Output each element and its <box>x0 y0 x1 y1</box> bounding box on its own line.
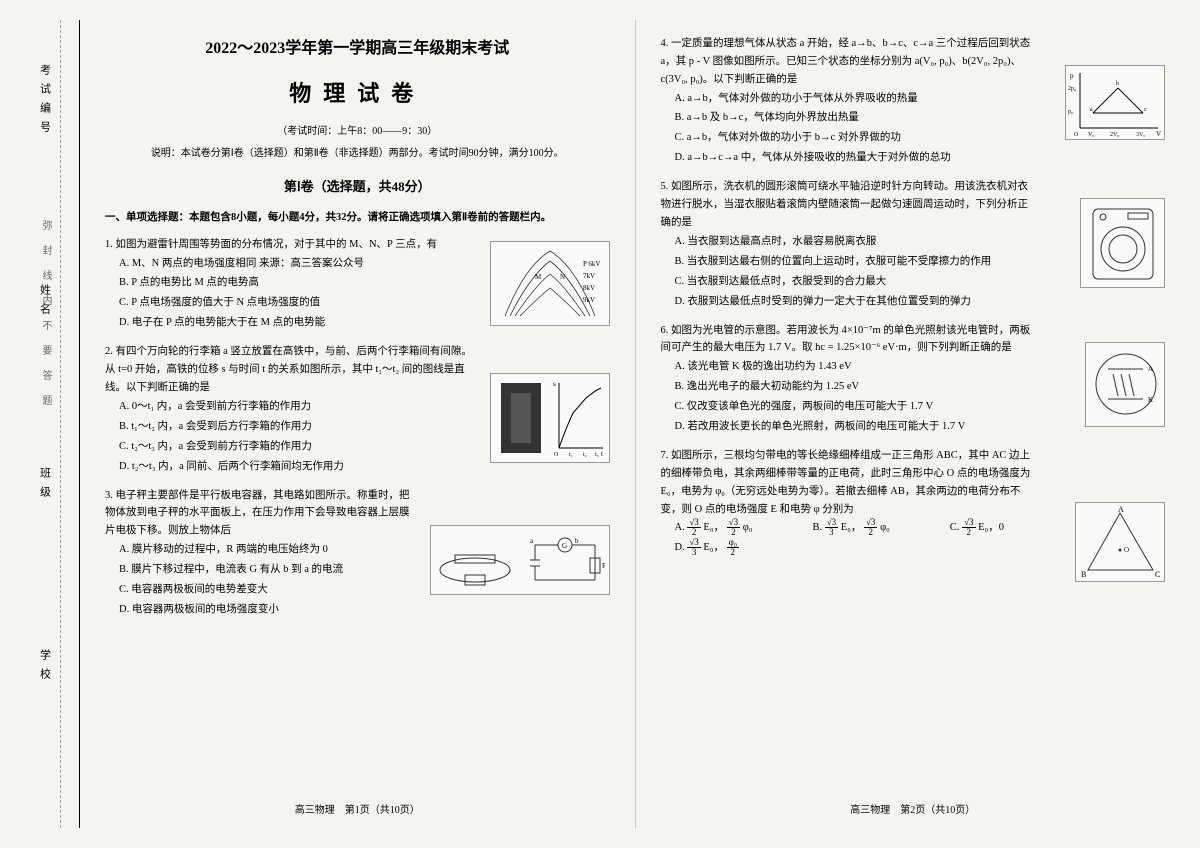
title-subject: 物理试卷 <box>105 74 610 114</box>
svg-text:7kV: 7kV <box>583 272 595 280</box>
svg-text:K: K <box>1148 396 1153 404</box>
svg-text:P 6kV: P 6kV <box>583 260 600 268</box>
binding-edge: 弥封线内不要答题 考试编号 姓名 班级 学校 <box>10 20 80 828</box>
svg-text:t: t <box>601 450 603 458</box>
svg-text:s: s <box>553 380 556 388</box>
question-6: A K 6. 如图为光电管的示意图。若用波长为 4×10⁻⁷m 的单色光照射该光… <box>661 322 1166 437</box>
svg-text:2V₀: 2V₀ <box>1110 132 1119 138</box>
svg-text:N: N <box>560 273 565 281</box>
svg-text:t₁: t₁ <box>569 452 573 458</box>
figure-q5 <box>1080 198 1165 288</box>
svg-text:a: a <box>1090 107 1093 113</box>
svg-text:A: A <box>1118 505 1124 514</box>
svg-text:O: O <box>1124 546 1129 554</box>
page-2: p V p₀ 2p₀ a b c O V₀ 2V₀ 3V₀ 4. 一定质量的理想… <box>636 20 1191 828</box>
svg-text:V: V <box>1156 130 1161 138</box>
svg-text:9kV: 9kV <box>583 296 595 304</box>
washing-machine-icon <box>1083 201 1163 286</box>
photocell: A K <box>1088 344 1163 424</box>
svg-text:p₀: p₀ <box>1068 109 1073 115</box>
q7-opt-b: B. √33 E₀， √32 φ₀ <box>812 518 889 538</box>
question-5: 5. 如图所示，洗衣机的圆形滚筒可绕水平轴沿逆时针方向转动。用该洗衣机对衣物进行… <box>661 178 1166 311</box>
section-1-desc: 一、单项选择题：本题包含8小题，每小题4分，共32分。请将正确选项填入第Ⅱ卷前的… <box>105 209 610 228</box>
field-class: 班级 <box>37 467 53 505</box>
figure-q2: s t O t₁ t₂ t₃ <box>490 373 610 463</box>
svg-text:2p₀: 2p₀ <box>1068 86 1076 92</box>
svg-text:O: O <box>1074 132 1079 138</box>
exam-time: （考试时间：上午8：00——9：30） <box>105 123 610 141</box>
figure-q6: A K <box>1085 342 1165 427</box>
svg-text:t₃: t₃ <box>595 452 599 458</box>
svg-text:G: G <box>562 542 567 550</box>
svg-text:M: M <box>535 273 542 281</box>
seal-warning: 弥封线内不要答题 <box>38 220 53 420</box>
q5-opt-d: D. 衣服到达最低点时受到的弹力一定大于在其他位置受到的弹力 <box>675 292 1166 312</box>
svg-text:p: p <box>1070 72 1074 80</box>
figure-q1: P 6kV 7kV 8kV 9kV M N <box>490 241 610 326</box>
question-3: G R a b 3. 电子秤主要部件是平行板电容器，其电路如图所示。称重时，把物… <box>105 487 610 620</box>
question-1: P 6kV 7kV 8kV 9kV M N 1. 如图为避雷针周围等势面的分布情… <box>105 236 610 334</box>
scale-circuit: G R a b <box>435 530 605 590</box>
section-1-title: 第Ⅰ卷（选择题，共48分） <box>105 175 610 198</box>
luggage-photo <box>496 378 546 458</box>
page-1: 2022～2023学年第一学期高三年级期末考试 物理试卷 （考试时间：上午8：0… <box>80 20 636 828</box>
svg-text:3V₀: 3V₀ <box>1136 132 1145 138</box>
svg-text:B: B <box>1081 570 1086 579</box>
pv-diagram: p V p₀ 2p₀ a b c O V₀ 2V₀ 3V₀ <box>1068 68 1163 138</box>
q7-opt-c: C. √32 E₀，0 <box>950 518 1004 538</box>
figure-q4: p V p₀ 2p₀ a b c O V₀ 2V₀ 3V₀ <box>1065 65 1165 140</box>
dotted-divider <box>60 20 61 828</box>
svg-text:C: C <box>1155 570 1160 579</box>
figure-q3: G R a b <box>430 525 610 595</box>
svg-text:8kV: 8kV <box>583 284 595 292</box>
svg-text:O: O <box>554 452 559 458</box>
field-school: 学校 <box>37 649 53 687</box>
svg-text:V₀: V₀ <box>1088 132 1094 138</box>
question-7: A B C O 7. 如图所示，三根均匀带电的等长绝缘细棒组成一正三角形 ABC… <box>661 447 1166 558</box>
figure-q7: A B C O <box>1075 502 1165 582</box>
q4-opt-d: D. a→b→c→a 中，气体从外接吸收的热量大于对外做的总功 <box>675 148 1166 168</box>
question-2: s t O t₁ t₂ t₃ 2. 有四个万向轮的行李箱 a 竖立放置在高铁中，… <box>105 343 610 476</box>
st-graph: s t O t₁ t₂ t₃ <box>551 378 606 458</box>
svg-text:A: A <box>1148 365 1153 373</box>
footer-right: 高三物理 第2页（共10页） <box>636 802 1191 820</box>
q7-opt-d: D. √33 E₀， φ₀2 <box>675 538 739 558</box>
equipotential-svg: P 6kV 7kV 8kV 9kV M N <box>495 246 605 321</box>
svg-text:b: b <box>575 537 579 545</box>
q3-opt-d: D. 电容器两极板间的电场强度变小 <box>119 600 610 620</box>
svg-text:R: R <box>602 562 605 570</box>
instructions: 说明：本试卷分第Ⅰ卷（选择题）和第Ⅱ卷（非选择题）两部分。考试时间90分钟，满分… <box>105 145 610 163</box>
page-container: 弥封线内不要答题 考试编号 姓名 班级 学校 2022～2023学年第一学期高三… <box>0 0 1200 848</box>
field-exam-id: 考试编号 <box>37 64 53 140</box>
svg-text:c: c <box>1144 107 1147 113</box>
footer-left: 高三物理 第1页（共10页） <box>80 802 635 820</box>
svg-text:b: b <box>1116 81 1119 87</box>
title-main: 2022～2023学年第一学期高三年级期末考试 <box>105 35 610 64</box>
svg-text:a: a <box>530 537 534 545</box>
svg-text:t₂: t₂ <box>583 452 587 458</box>
question-4: p V p₀ 2p₀ a b c O V₀ 2V₀ 3V₀ 4. 一定质量的理想… <box>661 35 1166 168</box>
triangle: A B C O <box>1078 505 1163 580</box>
q7-opt-a: A. √32 E₀， √32 φ₀ <box>675 518 753 538</box>
